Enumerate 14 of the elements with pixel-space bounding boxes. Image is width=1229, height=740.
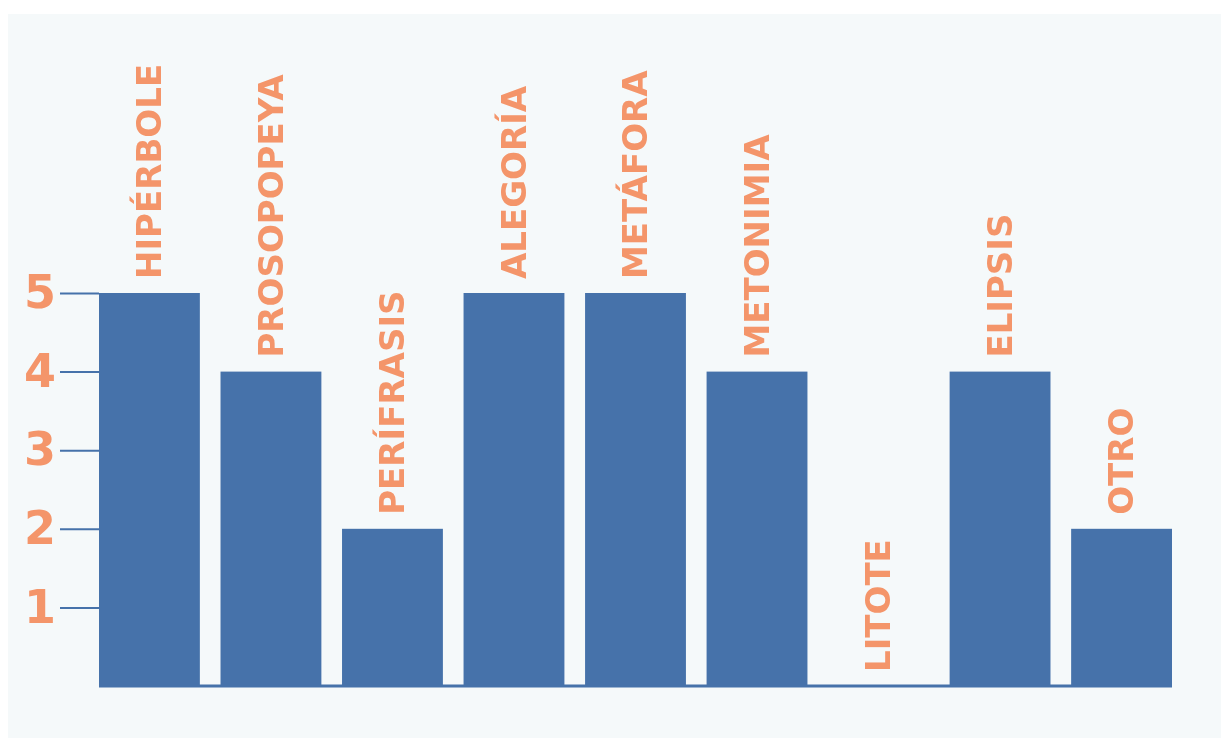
x-tick-label: ELIPSIS xyxy=(979,213,1020,358)
x-tick-label: PERÍFRASIS xyxy=(372,290,413,515)
y-tick-label: 4 xyxy=(23,343,56,398)
y-tick-label: 3 xyxy=(23,422,56,477)
x-tick-label: ALEGORÍA xyxy=(493,85,534,279)
x-tick-label: OTRO xyxy=(1101,407,1142,515)
x-tick-label: LITOTE xyxy=(858,539,899,672)
x-tick-label: HIPÉRBOLE xyxy=(129,63,170,279)
x-tick-label: METONIMIA xyxy=(736,133,777,358)
x-tick-label: METÁFORA xyxy=(615,69,656,279)
x-tick-label: PROSOPOPEYA xyxy=(250,73,291,358)
y-tick-label: 2 xyxy=(23,501,56,556)
y-tick-label: 1 xyxy=(23,579,56,634)
y-tick-label: 5 xyxy=(23,265,56,320)
